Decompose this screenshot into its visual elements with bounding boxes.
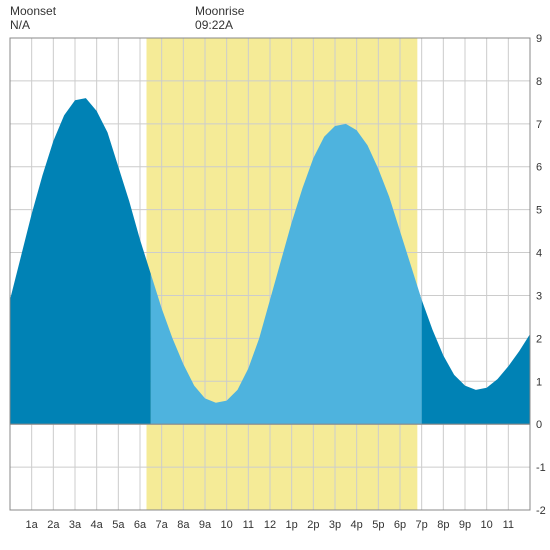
y-tick-label: 0 [536, 419, 542, 431]
x-tick-label: 10 [481, 519, 493, 531]
x-tick-label: 6p [394, 519, 406, 531]
y-tick-label: -1 [536, 462, 546, 474]
x-tick-label: 4p [351, 519, 363, 531]
x-tick-label: 8a [177, 519, 190, 531]
x-tick-label: 2a [47, 519, 60, 531]
x-tick-label: 5p [372, 519, 384, 531]
y-tick-label: 4 [536, 248, 542, 260]
y-tick-label: 9 [536, 33, 542, 45]
x-tick-label: 11 [503, 519, 514, 531]
x-tick-label: 4a [91, 519, 104, 531]
x-tick-label: 6a [134, 519, 147, 531]
moonrise-label: Moonrise 09:22A [195, 4, 244, 32]
x-tick-label: 5a [112, 519, 125, 531]
y-tick-label: 3 [536, 290, 542, 302]
x-tick-label: 7p [416, 519, 428, 531]
y-tick-label: -2 [536, 505, 546, 517]
x-tick-label: 3p [329, 519, 341, 531]
x-tick-label: 7a [156, 519, 169, 531]
x-tick-label: 9p [459, 519, 471, 531]
moonset-title: Moonset [10, 4, 56, 18]
x-tick-label: 9a [199, 519, 212, 531]
x-tick-label: 12 [264, 519, 276, 531]
y-tick-label: 6 [536, 162, 542, 174]
moonset-label: Moonset N/A [10, 4, 56, 32]
x-tick-label: 11 [243, 519, 254, 531]
moonset-value: N/A [10, 18, 56, 32]
y-tick-label: 2 [536, 333, 542, 345]
x-tick-label: 1p [286, 519, 298, 531]
moonrise-title: Moonrise [195, 4, 244, 18]
x-tick-label: 3a [69, 519, 82, 531]
tide-chart: -2-101234567891a2a3a4a5a6a7a8a9a1011121p… [0, 0, 550, 550]
x-tick-label: 10 [221, 519, 233, 531]
y-tick-label: 5 [536, 205, 542, 217]
x-tick-label: 1a [26, 519, 39, 531]
y-tick-label: 8 [536, 76, 542, 88]
x-tick-label: 2p [307, 519, 319, 531]
x-tick-label: 8p [437, 519, 449, 531]
moonrise-value: 09:22A [195, 18, 244, 32]
y-tick-label: 1 [536, 376, 542, 388]
y-tick-label: 7 [536, 119, 542, 131]
